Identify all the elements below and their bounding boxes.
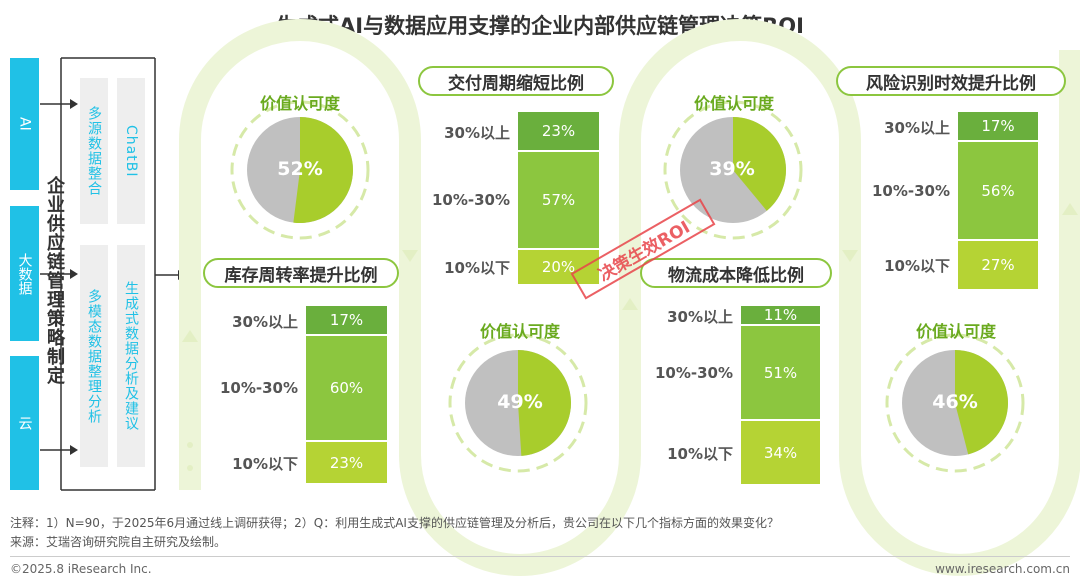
box-genai-analysis: 生成式数据分析及建议 xyxy=(117,245,145,467)
bar-category-label: 10%以下 xyxy=(232,454,298,473)
side-label-bigdata: 大数据 xyxy=(10,206,39,341)
bar-category-label: 10%-30% xyxy=(219,379,298,397)
bar-title-risk: 风险识别时效提升比例 xyxy=(836,66,1066,96)
footer-divider xyxy=(10,556,1070,557)
footer-website: www.iresearch.com.cn xyxy=(935,562,1070,576)
pie-ring-4 xyxy=(885,333,1025,473)
pie-slice-value-1 xyxy=(293,117,353,223)
bar-category-label: 10%以下 xyxy=(444,259,510,277)
bar-title-delivery: 交付周期缩短比例 xyxy=(418,66,614,96)
pie-label-1: 52% xyxy=(277,158,323,180)
bar-title-logistics: 物流成本降低比例 xyxy=(640,258,832,288)
side-label-ai: AI xyxy=(10,58,39,190)
bar-segment: 23% xyxy=(518,112,599,150)
bar-segment: 57% xyxy=(518,152,599,248)
bar-category-label: 10%以下 xyxy=(667,444,733,463)
bar-title-inventory: 库存周转率提升比例 xyxy=(203,258,399,288)
bar-segment: 17% xyxy=(958,112,1038,140)
pie-ring-2 xyxy=(448,333,588,473)
bar-category-label: 30%以上 xyxy=(667,308,733,326)
footer-copyright: ©2025.8 iResearch Inc. xyxy=(10,562,152,576)
bar-segment: 27% xyxy=(958,241,1038,289)
bar-category-label: 30%以上 xyxy=(232,313,298,331)
bar-category-label: 30%以上 xyxy=(884,119,950,137)
box-chatbi: ChatBI xyxy=(117,78,145,224)
bar-segment: 51% xyxy=(741,326,820,419)
pie-title-2: 价值认可度 xyxy=(479,322,560,341)
bar-segment: 17% xyxy=(306,306,387,334)
note-line: 注释：1）N=90，于2025年6月通过线上调研获得；2）Q：利用生成式AI支撑… xyxy=(10,516,779,530)
pie-title-1: 价值认可度 xyxy=(259,94,340,113)
bar-category-label: 10%以下 xyxy=(884,257,950,275)
center-strategy-label: 企业供应链管理策略制定 xyxy=(44,175,65,385)
pie-label-4: 46% xyxy=(932,391,978,413)
bar-segment: 56% xyxy=(958,142,1038,239)
pie-ring-1 xyxy=(230,100,370,240)
bar-segment: 20% xyxy=(518,250,599,284)
pie-slice-value-4 xyxy=(955,350,1009,455)
pie-label-2: 49% xyxy=(497,391,543,413)
pie-ring-3 xyxy=(663,100,803,240)
pie-slice-value-2 xyxy=(518,350,571,456)
source-line: 来源：艾瑞咨询研究院自主研究及绘制。 xyxy=(10,535,227,549)
bar-segment: 34% xyxy=(741,421,820,484)
bar-category-label: 30%以上 xyxy=(444,124,510,142)
box-multimodal-data: 多模态数据整理分析 xyxy=(80,245,108,467)
side-label-cloud: 云 xyxy=(10,356,39,490)
box-multisource-data: 多源数据整合 xyxy=(80,78,108,224)
bar-segment: 60% xyxy=(306,336,387,440)
bar-category-label: 10%-30% xyxy=(871,181,950,200)
bar-segment: 11% xyxy=(741,306,820,324)
pie-title-3: 价值认可度 xyxy=(693,94,774,113)
bar-category-label: 10%-30% xyxy=(654,363,733,382)
pie-slice-value-3 xyxy=(733,117,786,211)
bar-category-label: 10%-30% xyxy=(431,191,510,209)
pie-label-3: 39% xyxy=(709,158,755,180)
pie-title-4: 价值认可度 xyxy=(915,322,996,341)
bar-segment: 23% xyxy=(306,442,387,483)
